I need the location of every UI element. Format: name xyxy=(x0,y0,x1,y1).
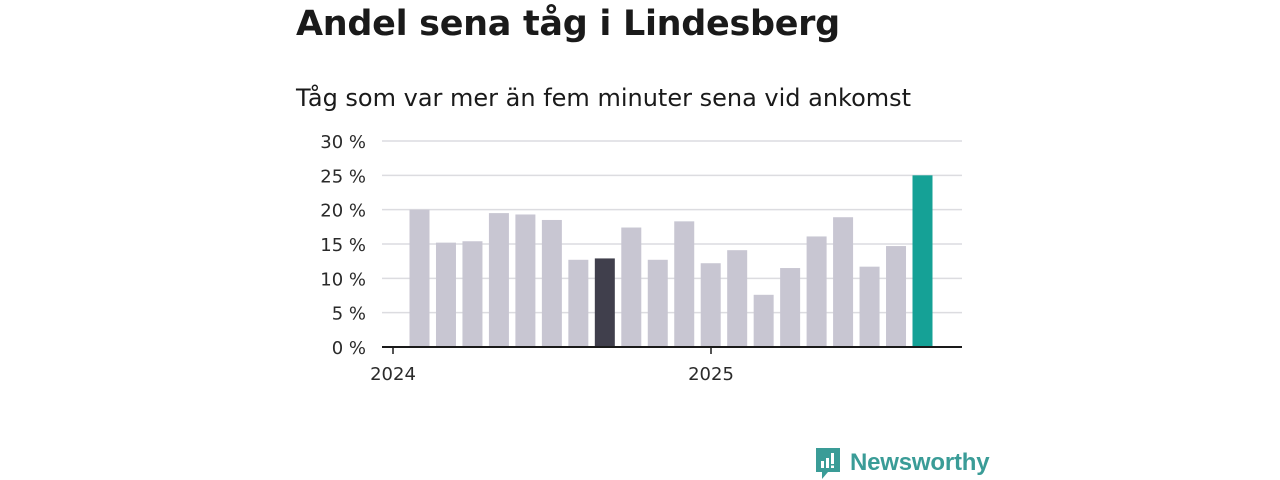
bar-2024-08 xyxy=(594,258,615,347)
y-tick-label: 20 % xyxy=(320,201,366,222)
bars xyxy=(409,175,933,347)
bar-2024-04 xyxy=(488,213,509,347)
y-tick-label: 10 % xyxy=(320,269,366,290)
y-tick-label: 0 % xyxy=(332,338,366,359)
bar-2024-11 xyxy=(674,221,695,347)
x-tick-label: 2024 xyxy=(370,364,416,385)
bar-2024-05 xyxy=(515,214,536,347)
y-tick-label: 25 % xyxy=(320,166,366,187)
x-axis: 2024 2025 xyxy=(370,346,962,385)
y-tick-label: 30 % xyxy=(320,132,366,153)
bar-2025-08 xyxy=(912,175,933,347)
y-tick-label: 15 % xyxy=(320,235,366,256)
x-tick-label: 2025 xyxy=(688,364,734,385)
chart-title: Andel sena tåg i Lindesberg xyxy=(296,4,840,44)
brand-logo: Newsworthy xyxy=(814,446,990,480)
bar-2024-02 xyxy=(435,242,456,347)
bar-2025-02 xyxy=(753,294,774,347)
bar-2024-06 xyxy=(541,219,562,347)
bar-2024-07 xyxy=(568,259,589,347)
bar-2024-03 xyxy=(462,241,483,347)
newsworthy-logo-icon xyxy=(816,448,840,479)
bar-2024-09 xyxy=(621,227,642,347)
bar-2025-03 xyxy=(780,268,801,347)
bar-2024-12 xyxy=(700,263,721,347)
bar-2025-07 xyxy=(886,246,907,347)
chart-subtitle: Tåg som var mer än fem minuter sena vid … xyxy=(296,84,912,112)
bar-chart: 0 % 5 % 10 % 15 % 20 % 25 % 30 % 2024 2025 xyxy=(320,132,962,385)
bar-2025-01 xyxy=(727,250,748,347)
y-axis-ticks: 0 % 5 % 10 % 15 % 20 % 25 % 30 % xyxy=(320,132,366,359)
bar-2024-10 xyxy=(647,259,668,347)
y-tick-label: 5 % xyxy=(332,304,366,325)
bar-2025-04 xyxy=(806,236,827,347)
bar-2025-06 xyxy=(859,266,880,347)
bar-2025-05 xyxy=(833,217,854,347)
bar-2024-01 xyxy=(409,209,430,347)
brand-name: Newsworthy xyxy=(850,449,990,476)
